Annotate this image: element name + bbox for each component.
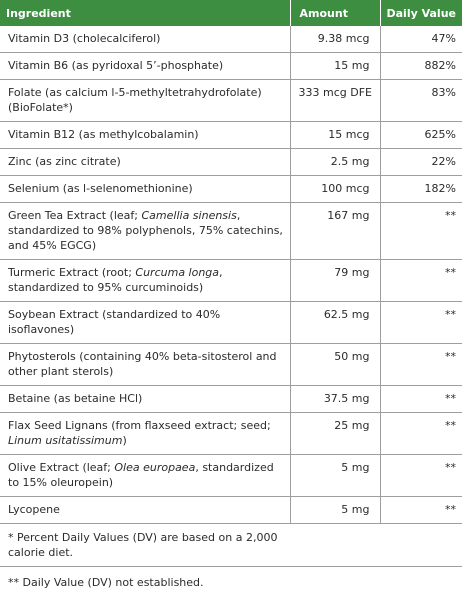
ingredient-cell: Vitamin B12 (as methylcobalamin) xyxy=(0,121,291,149)
ingredient-cell: Green Tea Extract (leaf; Camellia sinens… xyxy=(0,202,291,260)
footnote-percent-dv: * Percent Daily Values (DV) are based on… xyxy=(8,531,278,559)
amount-cell: 2.5 mg xyxy=(290,148,381,176)
daily-value-cell: ** xyxy=(380,496,462,524)
ingredient-name: Soybean Extract (standardized to 40% iso… xyxy=(8,308,221,336)
daily-value-cell: 83% xyxy=(380,79,462,122)
amount-cell: 5 mg xyxy=(290,454,381,497)
ingredient-cell: Olive Extract (leaf; Olea europaea, stan… xyxy=(0,454,291,497)
ingredient-name: Betaine (as betaine HCl) xyxy=(8,392,143,405)
header-amount: Amount xyxy=(290,0,381,26)
footnotes: * Percent Daily Values (DV) are based on… xyxy=(0,524,462,590)
ingredient-cell: Lycopene xyxy=(0,496,291,524)
table-row: Selenium (as l-selenomethionine) 100 mcg 1… xyxy=(0,175,462,203)
table-row: Olive Extract (leaf; Olea europaea, stan… xyxy=(0,454,462,497)
ingredient-detail: , standardized to 98% polyphenols, 75% c… xyxy=(8,209,283,252)
ingredient-name: Green Tea Extract (leaf; xyxy=(8,209,142,222)
table-row: Betaine (as betaine HCl) 37.5 mg ** xyxy=(0,385,462,413)
daily-value-cell: 882% xyxy=(380,52,462,80)
table-row: Zinc (as zinc citrate) 2.5 mg 22% xyxy=(0,148,462,176)
table-body: Vitamin D3 (cholecalciferol) 9.38 mcg 47% V… xyxy=(0,26,462,524)
daily-value-cell: 182% xyxy=(380,175,462,203)
table-row: Flax Seed Lignans (from flaxseed extract… xyxy=(0,412,462,455)
ingredient-cell: Betaine (as betaine HCl) xyxy=(0,385,291,413)
ingredient-detail: ) xyxy=(122,434,127,447)
header-row: Ingredient Amount Daily Value xyxy=(0,0,462,26)
daily-value-cell: ** xyxy=(380,454,462,497)
ingredient-botanical-name: Linum usitatissimum xyxy=(8,434,123,447)
daily-value-cell: ** xyxy=(380,412,462,455)
ingredient-cell: Vitamin B6 (as pyridoxal 5’-phosphate) xyxy=(0,52,291,80)
daily-value-cell: ** xyxy=(380,259,462,302)
ingredient-botanical-name: Camellia sinensis xyxy=(141,209,237,222)
amount-cell: 15 mcg xyxy=(290,121,381,149)
ingredient-detail: , standardized to 15% oleuropein) xyxy=(8,461,274,489)
ingredient-cell: Turmeric Extract (root; Curcuma longa, s… xyxy=(0,259,291,302)
table-row: Green Tea Extract (leaf; Camellia sinens… xyxy=(0,202,462,260)
daily-value-cell: 47% xyxy=(380,26,462,53)
daily-value-cell: 625% xyxy=(380,121,462,149)
daily-value-cell: ** xyxy=(380,385,462,413)
table-row: Vitamin B12 (as methylcobalamin) 15 mcg 62… xyxy=(0,121,462,149)
amount-cell: 79 mg xyxy=(290,259,381,302)
amount-cell: 25 mg xyxy=(290,412,381,455)
ingredient-cell: Selenium (as l-selenomethionine) xyxy=(0,175,291,203)
amount-cell: 37.5 mg xyxy=(290,385,381,413)
footnote-percent-dv-row: * Percent Daily Values (DV) are based on… xyxy=(0,524,462,567)
ingredient-name: Vitamin D3 (cholecalciferol) xyxy=(8,32,161,45)
supplement-facts-table: Ingredient Amount Daily Value Vitamin D3… xyxy=(0,0,462,524)
amount-cell: 15 mg xyxy=(290,52,381,80)
ingredient-name: Phytosterols (containing 40% beta-sitost… xyxy=(8,350,277,378)
ingredient-cell: Zinc (as zinc citrate) xyxy=(0,148,291,176)
table-row: Vitamin D3 (cholecalciferol) 9.38 mcg 47% xyxy=(0,26,462,53)
table-row: Phytosterols (containing 40% beta-sitost… xyxy=(0,343,462,386)
amount-cell: 100 mcg xyxy=(290,175,381,203)
table-row: Turmeric Extract (root; Curcuma longa, s… xyxy=(0,259,462,302)
ingredient-detail: , standardized to 95% curcuminoids) xyxy=(8,266,223,294)
ingredient-cell: Folate (as calcium l-5-methyltetrahydrof… xyxy=(0,79,291,122)
ingredient-name: Lycopene xyxy=(8,503,60,516)
ingredient-cell: Flax Seed Lignans (from flaxseed extract… xyxy=(0,412,291,455)
daily-value-cell: ** xyxy=(380,343,462,386)
ingredient-botanical-name: Curcuma longa xyxy=(135,266,220,279)
amount-cell: 5 mg xyxy=(290,496,381,524)
ingredient-name: Flax Seed Lignans (from flaxseed extract… xyxy=(8,419,271,432)
ingredient-name: Olive Extract (leaf; xyxy=(8,461,115,474)
ingredient-name: Turmeric Extract (root; xyxy=(8,266,136,279)
table-row: Soybean Extract (standardized to 40% iso… xyxy=(0,301,462,344)
amount-cell: 333 mcg DFE xyxy=(290,79,381,122)
header-daily-value: Daily Value xyxy=(380,0,462,26)
daily-value-cell: 22% xyxy=(380,148,462,176)
ingredient-name: Vitamin B12 (as methylcobalamin) xyxy=(8,128,199,141)
ingredient-cell: Soybean Extract (standardized to 40% iso… xyxy=(0,301,291,344)
table-row: Vitamin B6 (as pyridoxal 5’-phosphate) 15… xyxy=(0,52,462,80)
footnote-dv-not-established: ** Daily Value (DV) not established. xyxy=(8,576,204,589)
ingredient-name: Selenium (as l-selenomethionine) xyxy=(8,182,193,195)
ingredient-name: Folate (as calcium l-5-methyltetrahydrof… xyxy=(8,86,262,114)
amount-cell: 9.38 mcg xyxy=(290,26,381,53)
ingredient-cell: Vitamin D3 (cholecalciferol) xyxy=(0,26,291,53)
ingredient-botanical-name: Olea europaea xyxy=(114,461,196,474)
table-header: Ingredient Amount Daily Value xyxy=(0,0,462,26)
amount-cell: 50 mg xyxy=(290,343,381,386)
table-row: Lycopene 5 mg ** xyxy=(0,496,462,524)
amount-cell: 62.5 mg xyxy=(290,301,381,344)
ingredient-name: Zinc (as zinc citrate) xyxy=(8,155,121,168)
ingredient-cell: Phytosterols (containing 40% beta-sitost… xyxy=(0,343,291,386)
amount-cell: 167 mg xyxy=(290,202,381,260)
table-row: Folate (as calcium l-5-methyltetrahydrof… xyxy=(0,79,462,122)
daily-value-cell: ** xyxy=(380,202,462,260)
header-ingredient: Ingredient xyxy=(0,0,291,26)
ingredient-name: Vitamin B6 (as pyridoxal 5’-phosphate) xyxy=(8,59,224,72)
daily-value-cell: ** xyxy=(380,301,462,344)
